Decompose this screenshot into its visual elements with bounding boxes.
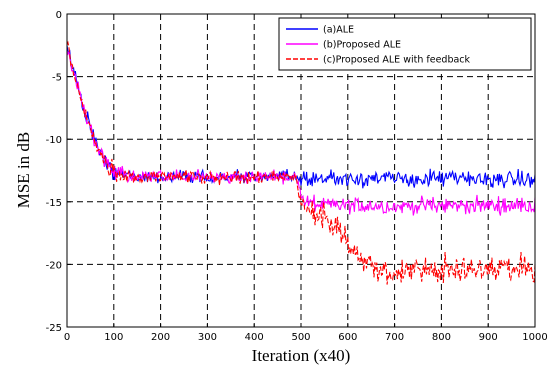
x-tick-label: 200 (151, 332, 170, 343)
y-tick-label: -10 (46, 135, 62, 146)
series-line (66, 45, 536, 189)
legend-box (278, 17, 532, 71)
y-tick-label: -25 (46, 323, 62, 334)
x-tick-label: 300 (198, 332, 217, 343)
x-tick-label: 700 (385, 332, 404, 343)
y-tick-label: 0 (56, 10, 62, 21)
x-tick-label: 0 (64, 332, 70, 343)
y-tick-label: -20 (46, 260, 62, 271)
y-tick-label: -15 (46, 198, 62, 209)
legend-label: (c)Proposed ALE with feedback (323, 55, 471, 66)
axis-ticks: 0 100 200 300 400 500 600 700 800 900 1000 0 -5 -10 -1… (46, 10, 548, 343)
series-line (66, 50, 536, 216)
x-tick-label: 1000 (522, 332, 547, 343)
y-tick-label: -5 (52, 73, 62, 84)
x-tick-label: 900 (479, 332, 498, 343)
x-tick-label: 400 (245, 332, 264, 343)
series-line (66, 40, 536, 285)
x-axis-label: Iteration (x40) (252, 346, 351, 365)
legend-label: (a)ALE (323, 25, 354, 36)
x-tick-label: 800 (432, 332, 451, 343)
x-tick-label: 100 (104, 332, 123, 343)
x-tick-label: 600 (338, 332, 357, 343)
legend-label: (b)Proposed ALE (323, 40, 401, 51)
series-group (66, 40, 536, 285)
x-tick-label: 500 (291, 332, 310, 343)
y-axis-label: MSE in dB (14, 132, 33, 209)
legend: (a)ALE (b)Proposed ALE (c)Proposed ALE wit… (278, 17, 532, 71)
